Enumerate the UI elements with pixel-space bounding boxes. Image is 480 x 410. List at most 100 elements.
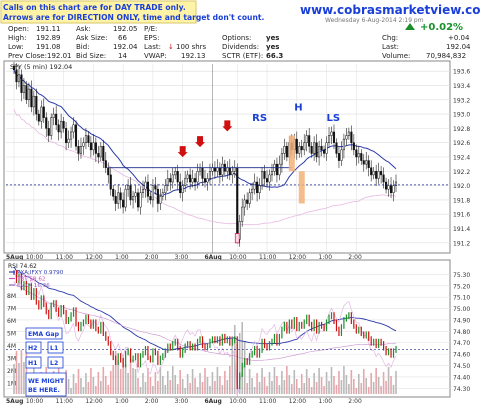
volume-bar [246,383,248,394]
volume-tick-label: 2M [7,368,16,375]
volume-bar [248,369,251,394]
volume-bar [380,386,382,394]
volume-bar [295,379,298,394]
volume-label: Volume: [382,52,410,60]
rsi-y-tick-label: 74.40 [453,374,470,381]
x-tick-label-bottom: 10:00 [229,398,246,405]
volume-bar [191,369,194,394]
rsi-y-tick-label: 75.10 [453,295,470,302]
rsi-y-tick-label: 74.30 [453,386,470,393]
legend-label: EVXX 16.36 [17,283,50,289]
volume-tick-label: 8M [7,293,16,300]
volume-bar [293,370,296,394]
volume-bar [157,381,159,394]
volume-bar [258,382,261,394]
volume-bar [104,376,107,394]
volume-bar [320,377,323,394]
volume-bar [127,373,129,394]
candle-body [12,65,16,70]
volume-bar [132,368,134,394]
bid-size-value: 14 [118,52,127,60]
price-y-tick-label: 193.6 [453,69,470,76]
candle-body [315,142,318,158]
price-y-tick-label: 193.0 [453,112,470,119]
volume-bar [72,374,75,394]
volume-bar [231,336,234,394]
volume-bar [211,372,214,394]
volume-bar [355,388,358,394]
red-down-arrow-icon [177,146,188,158]
candle-body [330,131,333,136]
price-y-axis: 191.2 191.4 191.6 191.8 192.0 192.2 192.4 192.6… [453,69,470,248]
x-tick-label: 11:00 [56,254,73,261]
volume-bar [261,368,263,394]
candle-body [248,192,251,204]
candle-body [74,124,78,147]
annotation-text-line1: WE MIGHT [28,378,65,385]
candle-body [129,185,132,201]
x-tick-label-bottom: 2:00 [348,398,362,405]
volume-bar [119,369,122,394]
volume-bar [97,372,100,394]
website-label[interactable]: www.cobrasmarketview.com [300,3,480,17]
pattern-annotations: RS H LS [6,103,450,204]
vwap-value: 192.13 [181,52,206,60]
candle-body [146,181,149,197]
chg-value: +0.04 [448,34,470,42]
candle-body [174,171,177,176]
volume-bar [95,386,97,394]
candle-body [367,160,370,168]
volume-bar [102,367,105,394]
candle-body [114,196,117,204]
volume-bar [194,378,196,394]
candle-body [151,185,154,201]
bid-value: 192.04 [113,43,138,51]
candle-body [154,185,157,190]
candle-body [104,160,107,168]
candle-body [112,188,115,197]
x-tick-label: 10:00 [26,254,43,261]
volume-bar [390,376,392,394]
candle-body [127,185,130,190]
volume-bar [186,374,189,394]
volume-bar [325,372,328,394]
volume-bar [144,382,147,394]
volume-bar [372,382,375,394]
candle-body [270,171,274,176]
rsi-y-tick-label: 74.50 [453,363,470,370]
volume-bar [350,370,353,394]
up-triangle-icon [405,23,415,30]
options-label: Options: [222,34,251,42]
high-label: High: [8,34,26,42]
candle-body [283,146,286,154]
candle-body [161,192,164,197]
x-tick-label-bottom: 1:00 [115,398,129,405]
volume-bar [370,373,372,394]
candle-body [22,85,25,93]
volume-bar [263,377,266,394]
x-tick-label-bottom: 12:00 [289,398,306,405]
volume-bar [268,372,271,394]
evx-line [13,281,397,361]
candle-body [298,146,301,154]
candle-body [144,181,147,190]
high-value: 192.89 [36,34,61,42]
candle-body [184,178,187,186]
candle-body [191,178,194,183]
candle-body [261,171,264,186]
annotation-text: EMA Gap [28,331,60,338]
low-value: 191.08 [36,43,61,51]
volume-bar [221,385,224,394]
x-tick-label-bottom: 11:00 [259,398,276,405]
candle-body [194,178,197,183]
volume-bar [395,371,397,394]
volume-bar [15,351,18,394]
volume-bar [318,368,320,394]
volume-bar [367,387,370,394]
candle-body [55,113,58,126]
volume-bar [283,380,286,394]
volume-bar [159,367,162,394]
candle-body [134,192,137,197]
annotation-text: L2 [50,360,58,367]
